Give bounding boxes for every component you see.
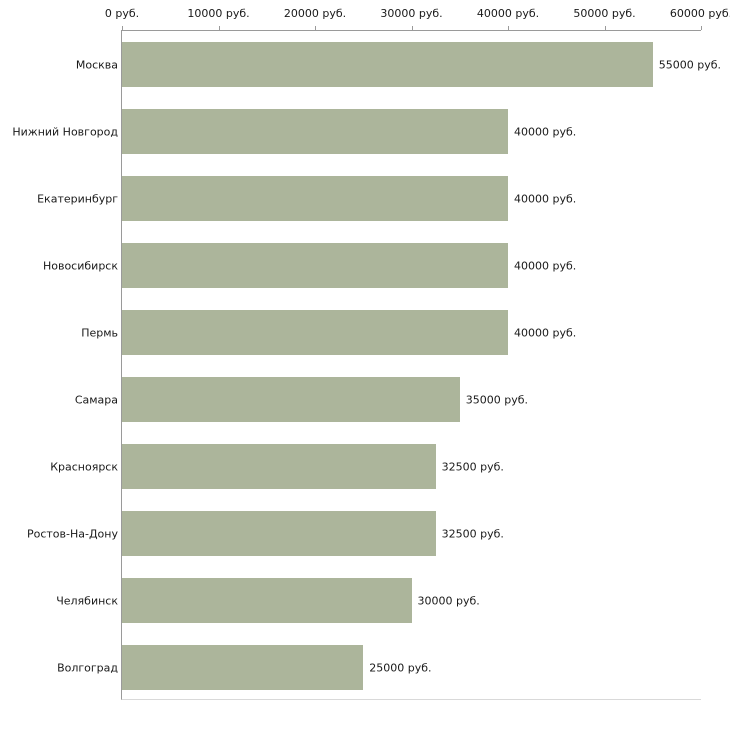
x-axis-tick-label: 40000 руб. [476,7,540,20]
bar [122,645,364,690]
bar [122,109,508,154]
bar [122,176,508,221]
value-label: 32500 руб. [441,460,504,473]
chart-row: Волгоград 25000 руб. [57,634,701,701]
x-axis-tick [218,26,220,30]
chart-row: Екатеринбург 40000 руб. [37,165,701,232]
value-label: 40000 руб. [513,192,577,205]
category-label: Нижний Новгород [12,125,118,138]
category-label: Самара [74,393,118,406]
x-axis-tick [411,26,413,30]
x-axis-tick-label: 30000 руб. [380,7,443,20]
chart-row: Красноярск 32500 руб. [50,433,701,500]
x-axis-tick [701,26,702,30]
chart-row: Москва 55000 руб. [76,31,721,98]
category-label: Екатеринбург [37,192,118,205]
x-axis-tick [315,26,316,30]
category-label: Ростов-На-Дону [26,527,118,540]
category-label: Пермь [81,326,118,339]
bar [122,511,436,556]
bar [122,243,508,288]
category-label: Челябинск [56,594,118,607]
chart-row: Самара 35000 руб. [75,366,701,433]
category-label: Волгоград [57,661,118,674]
bar [122,578,412,623]
chart-row: Нижний Новгород 40000 руб. [12,98,701,165]
bar [122,444,436,489]
value-label: 25000 руб. [369,661,432,674]
x-axis-tick-label: 20000 руб. [283,7,347,20]
x-axis-tick-label: 0 руб. [104,7,140,20]
category-label: Москва [75,58,118,71]
category-label: Красноярск [50,460,118,473]
value-label: 40000 руб. [513,326,577,339]
x-axis-tick [508,26,509,30]
value-label: 35000 руб. [465,393,529,406]
bar [122,377,460,422]
value-label: 40000 руб. [513,259,577,272]
x-axis-tick [122,26,123,30]
plot-area: 0 руб. 10000 руб. 20000 руб. 30000 руб. 4000… [12,7,730,701]
bar [122,42,653,87]
chart-row: Новосибирск 40000 руб. [43,232,701,299]
category-label: Новосибирск [42,259,118,272]
x-axis-tick-label: 60000 руб. [669,7,730,20]
chart-row: Ростов-На-Дону 32500 руб. [27,500,701,567]
x-axis-tick [604,26,606,30]
chart-row: Пермь 40000 руб. [81,299,701,366]
value-label: 32500 руб. [441,527,504,540]
bar [122,310,508,355]
x-axis-tick-label: 50000 руб. [573,7,636,20]
chart-row: Челябинск 30000 руб. [56,567,701,634]
value-label: 40000 руб. [513,125,577,138]
value-label: 30000 руб. [417,594,480,607]
value-label: 55000 руб. [658,58,722,71]
x-axis-tick-label: 10000 руб. [187,7,250,20]
